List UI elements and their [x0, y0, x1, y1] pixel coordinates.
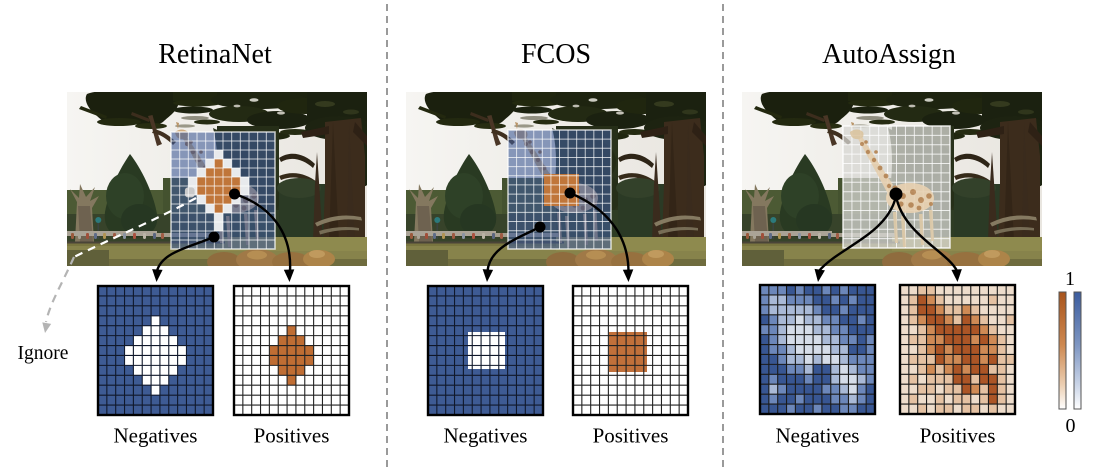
svg-text:Negatives: Negatives [114, 424, 198, 448]
svg-text:FCOS: FCOS [521, 39, 591, 70]
svg-text:0: 0 [1066, 415, 1076, 437]
svg-text:Negatives: Negatives [776, 424, 860, 448]
svg-text:Positives: Positives [254, 424, 330, 448]
svg-text:AutoAssign: AutoAssign [822, 39, 956, 70]
svg-text:RetinaNet: RetinaNet [158, 39, 272, 70]
svg-text:Negatives: Negatives [444, 424, 528, 448]
svg-text:Ignore: Ignore [18, 343, 69, 364]
svg-text:Positives: Positives [920, 424, 996, 448]
svg-text:1: 1 [1065, 268, 1075, 290]
svg-text:Positives: Positives [593, 424, 669, 448]
